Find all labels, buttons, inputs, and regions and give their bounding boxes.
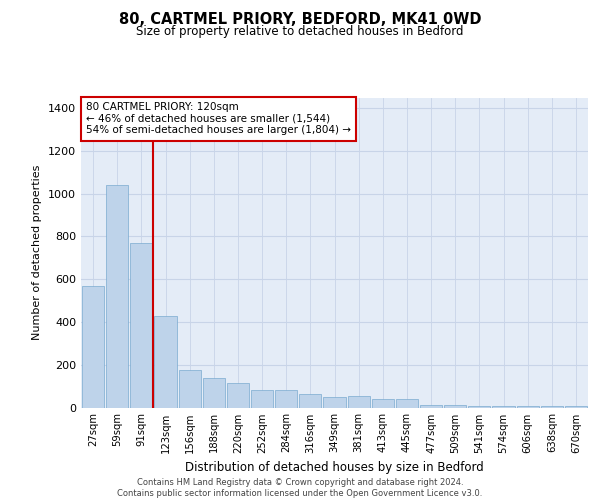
Bar xyxy=(565,406,587,408)
Bar xyxy=(396,399,418,407)
Bar xyxy=(227,383,249,407)
Bar xyxy=(444,406,466,407)
X-axis label: Distribution of detached houses by size in Bedford: Distribution of detached houses by size … xyxy=(185,461,484,474)
Text: 80, CARTMEL PRIORY, BEDFORD, MK41 0WD: 80, CARTMEL PRIORY, BEDFORD, MK41 0WD xyxy=(119,12,481,28)
Bar xyxy=(275,390,298,407)
Bar xyxy=(130,243,152,408)
Text: 80 CARTMEL PRIORY: 120sqm
← 46% of detached houses are smaller (1,544)
54% of se: 80 CARTMEL PRIORY: 120sqm ← 46% of detac… xyxy=(86,102,351,136)
Text: Size of property relative to detached houses in Bedford: Size of property relative to detached ho… xyxy=(136,25,464,38)
Bar xyxy=(323,397,346,407)
Bar xyxy=(517,406,539,408)
Bar xyxy=(347,396,370,407)
Bar xyxy=(82,286,104,408)
Bar xyxy=(420,406,442,407)
Bar xyxy=(541,406,563,408)
Bar xyxy=(299,394,322,407)
Bar xyxy=(179,370,201,408)
Bar xyxy=(468,406,490,408)
Text: Contains HM Land Registry data © Crown copyright and database right 2024.
Contai: Contains HM Land Registry data © Crown c… xyxy=(118,478,482,498)
Bar xyxy=(371,399,394,407)
Bar xyxy=(251,390,273,407)
Bar xyxy=(203,378,225,408)
Y-axis label: Number of detached properties: Number of detached properties xyxy=(32,165,43,340)
Bar xyxy=(493,406,515,408)
Bar xyxy=(106,185,128,408)
Bar xyxy=(154,316,176,408)
